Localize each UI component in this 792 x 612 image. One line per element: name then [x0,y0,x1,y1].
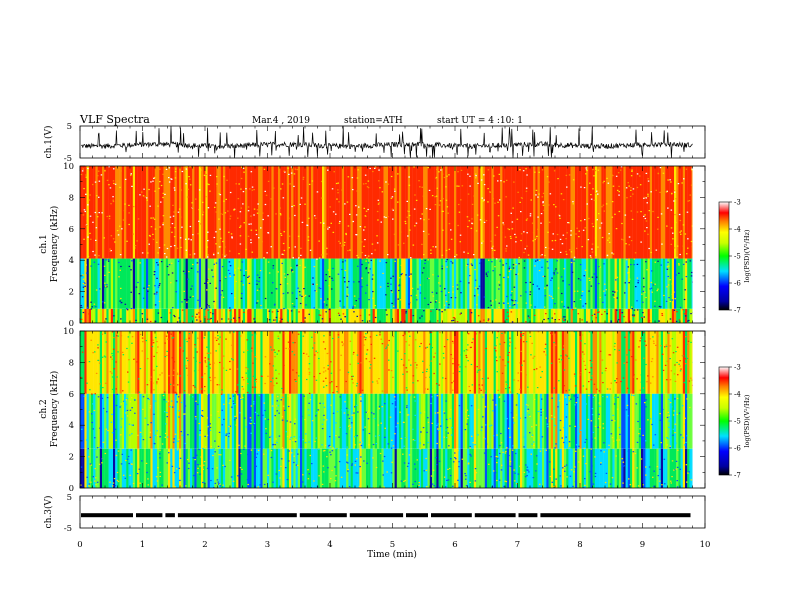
ch1-colorbar: -3 -4 -5 -6 -7 log(PSD)(V²/Hz) [718,199,751,315]
x-tick-label-8: 8 [577,540,582,550]
ch1-colorbar-tick-2: -5 [734,253,741,261]
ch3-trace-segment [431,513,472,518]
ch1-colorbar-tick-3: -6 [734,280,741,288]
ch3-y-axis-label: ch.3(V) [43,496,54,529]
ch3-trace-segment [349,513,404,518]
x-tick-label-9: 9 [640,540,645,550]
station-label: station=ATH [344,116,403,126]
x-tick-label-7: 7 [515,540,520,550]
ch1-waveform-panel: 5 -5 ch.1(V) [43,122,706,164]
ch1-spectrogram-ytick-2: 2 [69,288,74,298]
ch1-spectrogram-panel: 0 2 4 6 8 10 ch.1 Frequency (kHz) [39,162,706,329]
date-label: Mar.4 , 2019 [252,116,310,126]
x-tick-label-10: 10 [700,540,711,550]
ch2-spectrogram-y-label-line2: Frequency (kHz) [49,371,60,448]
ch2-spectrogram-ytick-0: 0 [69,484,74,494]
start-time-label: start UT = 4 :10: 1 [437,116,523,126]
ch2-spectrogram-ytick-4: 4 [69,421,74,431]
ch3-trace-segment [299,513,347,518]
ch1-spectrogram-ytick-6: 6 [69,225,74,235]
x-tick-label-5: 5 [390,540,395,550]
ch3-trace-segment [540,513,691,518]
ch2-spectrogram-ytick-10: 10 [63,327,74,337]
ch2-colorbar: -3 -4 -5 -6 -7 log(PSD)(V²/Hz) [718,364,751,480]
ch1-colorbar-label: log(PSD)(V²/Hz) [743,229,751,282]
ch2-colorbar-tick-4: -7 [734,472,741,480]
x-tick-label-0: 0 [77,540,82,550]
ch2-spectrogram-ytick-2: 2 [69,453,74,463]
ch1-spectrogram-y-label-line2: Frequency (kHz) [49,206,60,283]
ch3-trace-segment [165,513,175,518]
ch1-spectrogram-ytick-0: 0 [69,319,74,329]
ch3-ytick-top: 5 [67,493,72,503]
ch3-waveform-panel: 5 -5 ch.3(V) [43,493,706,534]
ch1-waveform-line [80,126,693,158]
x-axis-tick-labels: 0 1 2 3 4 5 6 7 8 9 10 [77,540,710,550]
ch1-ytick-top: 5 [67,122,72,132]
ch2-colorbar-tick-1: -4 [734,391,741,399]
x-tick-label-3: 3 [265,540,270,550]
ch1-spectrogram-ytick-8: 8 [69,193,74,203]
ch3-trace-segment [81,513,133,518]
ch1-colorbar-tick-0: -3 [734,199,741,207]
ch3-trace-segment [136,513,163,518]
ch2-colorbar-tick-3: -6 [734,445,741,453]
ch1-colorbar-tick-4: -7 [734,307,741,315]
ch3-trace-segment [474,513,516,518]
figure-title: VLF Spectra [79,113,150,126]
ch1-ytick-bottom: -5 [64,154,72,164]
x-tick-label-2: 2 [202,540,207,550]
ch2-spectrogram-y-label-line1: ch.2 [39,399,49,418]
x-axis-label: Time (min) [367,549,417,560]
ch1-spectrogram-ytick-4: 4 [69,256,74,266]
ch2-spectrogram-panel: 0 2 4 6 8 10 ch.2 Frequency (kHz) [39,327,706,494]
ch3-trace-segment [406,513,428,518]
ch1-waveform-trace [80,126,693,158]
ch2-spectrogram-ytick-6: 6 [69,390,74,400]
ch2-spectrogram-image [80,331,705,488]
ch2-colorbar-label: log(PSD)(V²/Hz) [743,394,751,447]
x-tick-label-4: 4 [327,540,332,550]
ch1-spectrogram-ytick-10: 10 [63,162,74,172]
x-tick-label-6: 6 [452,540,457,550]
ch1-y-axis-label: ch.1(V) [43,126,54,159]
x-tick-label-1: 1 [140,540,145,550]
ch1-colorbar-tick-1: -4 [734,226,741,234]
ch2-colorbar-tick-2: -5 [734,418,741,426]
ch3-trace-segment [518,513,538,518]
ch3-trace-segment [177,513,297,518]
ch1-spectrogram-y-label-line1: ch.1 [39,234,49,253]
ch2-colorbar-tick-0: -3 [734,364,741,372]
ch3-ytick-bottom: -5 [64,524,72,534]
ch3-waveform-trace [81,513,691,518]
ch2-spectrogram-ytick-8: 8 [69,358,74,368]
ch1-spectrogram-image [80,166,705,323]
